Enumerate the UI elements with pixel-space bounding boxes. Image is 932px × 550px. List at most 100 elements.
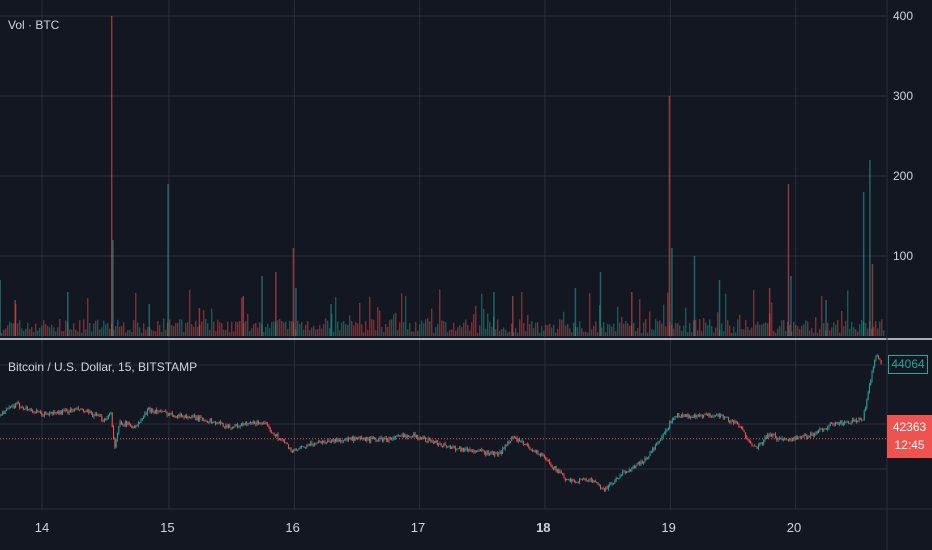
volume-spike <box>148 304 151 336</box>
candle-body <box>618 478 620 480</box>
candle-body <box>581 479 583 480</box>
candle-body <box>816 431 818 434</box>
volume-bar <box>581 328 583 336</box>
volume-bar <box>611 326 613 336</box>
volume-bar <box>411 331 413 336</box>
candle-body <box>658 440 660 443</box>
candle-body <box>225 425 227 428</box>
candle-body <box>173 415 175 417</box>
volume-bar <box>709 319 711 336</box>
candle-body <box>140 418 142 423</box>
candle-body <box>380 437 382 439</box>
candle-body <box>76 408 78 410</box>
volume-bar <box>235 321 237 336</box>
candle-body <box>186 415 188 418</box>
candle-body <box>633 466 635 469</box>
candle-body <box>29 409 31 411</box>
volume-bar <box>491 326 493 336</box>
candle-body <box>163 410 165 412</box>
candle-body <box>712 416 714 418</box>
volume-bar <box>277 320 279 336</box>
candle-body <box>0 414 2 416</box>
volume-bar <box>643 322 645 336</box>
candle-body <box>156 409 158 413</box>
volume-spike <box>671 248 673 336</box>
volume-bar <box>429 321 431 336</box>
candle-body <box>46 413 48 415</box>
current-price-badge: 42363 12:45 <box>887 415 932 458</box>
time-tick-label: 20 <box>787 520 801 535</box>
candle-body <box>128 422 130 425</box>
volume-bar <box>399 322 401 336</box>
candle-body <box>127 422 129 426</box>
candle-body <box>522 440 524 444</box>
candle-body <box>21 406 23 408</box>
candle-body <box>5 409 7 411</box>
volume-bar <box>157 321 159 336</box>
volume-bar <box>133 320 135 336</box>
candle-body <box>75 409 77 411</box>
volume-bar <box>647 332 649 336</box>
volume-bar <box>633 322 635 336</box>
candle-body <box>77 408 79 410</box>
candle-body <box>218 422 220 424</box>
volume-tick-label: 100 <box>893 249 913 263</box>
time-axis[interactable]: 14 15 16 17 18 19 20 <box>35 520 801 535</box>
volume-bar <box>259 322 261 336</box>
candle-body <box>22 407 24 410</box>
candle-body <box>285 442 287 444</box>
volume-bar <box>795 324 797 336</box>
candle-body <box>418 438 420 440</box>
volume-bar <box>827 322 829 336</box>
candle-body <box>825 428 827 430</box>
volume-bar <box>467 325 469 336</box>
volume-spike <box>718 280 721 336</box>
candle-body <box>858 418 860 421</box>
volume-bar <box>497 319 499 336</box>
volume-bar <box>645 319 647 336</box>
candle-body <box>417 435 419 439</box>
candle-body <box>756 446 758 449</box>
volume-bar <box>383 331 385 336</box>
candle-body <box>767 434 769 439</box>
volume-bar <box>45 324 47 336</box>
volume-bar <box>655 319 657 336</box>
volume-spike <box>790 276 792 336</box>
candle-body <box>24 408 26 410</box>
candle-body <box>695 414 697 418</box>
volume-bar <box>713 332 715 336</box>
candle-body <box>803 435 805 437</box>
volume-bar <box>247 313 249 336</box>
candle-body <box>263 423 265 424</box>
candle-body <box>787 439 789 441</box>
bar-countdown: 12:45 <box>894 438 925 452</box>
volume-bar <box>9 321 11 336</box>
candle-body <box>481 449 483 451</box>
candle-body <box>349 438 351 439</box>
candle-body <box>534 451 536 453</box>
volume-bar <box>361 324 363 336</box>
candle-body <box>135 425 137 428</box>
volume-spike <box>825 300 827 336</box>
volume-bar <box>823 323 825 336</box>
candle-body <box>868 385 870 393</box>
volume-bar <box>451 329 453 336</box>
volume-bar <box>423 323 425 336</box>
candle-body <box>167 414 169 416</box>
candle-body <box>727 417 729 422</box>
candle-body <box>400 435 402 437</box>
candle-body <box>812 434 814 436</box>
candle-body <box>640 461 642 465</box>
volume-bar <box>53 327 55 336</box>
candle-body <box>432 441 434 443</box>
candle-body <box>409 435 411 437</box>
volume-spike <box>693 256 696 336</box>
volume-bar <box>531 321 533 336</box>
candle-body <box>145 413 147 415</box>
volume-spike <box>261 276 263 336</box>
candle-body <box>255 423 257 425</box>
time-tick-label: 17 <box>411 520 425 535</box>
candle-body <box>410 436 412 438</box>
candle-body <box>601 488 603 490</box>
